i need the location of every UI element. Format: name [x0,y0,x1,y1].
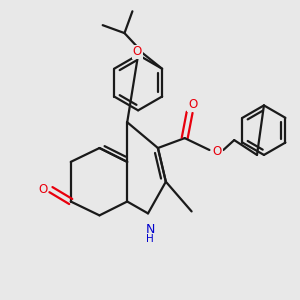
Text: H: H [146,234,154,244]
Text: O: O [133,45,142,58]
Text: O: O [213,146,222,158]
Text: O: O [38,183,48,196]
Text: N: N [145,223,155,236]
Text: O: O [188,98,197,111]
